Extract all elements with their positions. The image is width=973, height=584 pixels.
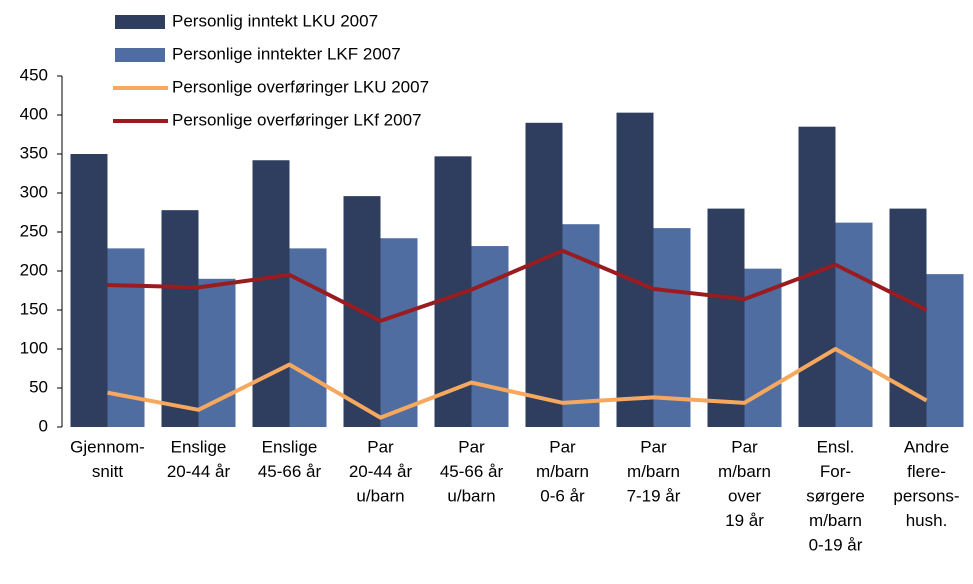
x-tick-label: 0-19 år (809, 535, 863, 554)
x-tick-label: 45-66 år (258, 462, 322, 481)
x-tick-label: persons- (893, 486, 959, 505)
y-tick-label: 300 (20, 182, 48, 201)
x-tick-label: m/barn (718, 462, 771, 481)
legend-label: Personlige overføringer LKf 2007 (172, 110, 421, 129)
x-tick-label: Par (549, 437, 576, 456)
y-tick-label: 0 (39, 416, 48, 435)
bar (471, 246, 509, 427)
x-tick-label: 20-44 år (349, 462, 413, 481)
x-tick-label: u/barn (356, 486, 404, 505)
x-tick-label: m/barn (809, 511, 862, 530)
x-tick-label: Par (731, 437, 758, 456)
bar (198, 278, 236, 427)
bar (380, 238, 418, 427)
y-tick-label: 400 (20, 104, 48, 123)
bar (70, 154, 108, 427)
y-tick-label: 250 (20, 221, 48, 240)
bar (707, 208, 745, 427)
y-tick-label: 450 (20, 65, 48, 84)
bar (252, 160, 290, 428)
line (107, 347, 928, 420)
bar (289, 248, 327, 427)
y-tick-label: 350 (20, 143, 48, 162)
x-tick-label: snitt (92, 462, 123, 481)
bar (616, 112, 654, 427)
x-tick-label: Enslige (171, 437, 227, 456)
y-tick-label: 100 (20, 338, 48, 357)
x-tick-label: Ensl. (817, 437, 855, 456)
legend-label: Personlige inntekter LKF 2007 (172, 44, 401, 63)
bar (889, 208, 927, 427)
bar (835, 222, 873, 427)
x-tick-label: 20-44 år (167, 462, 231, 481)
x-tick-label: 45-66 år (440, 462, 504, 481)
x-tick-label: Par (640, 437, 667, 456)
line (107, 248, 928, 323)
x-tick-label: For- (820, 462, 851, 481)
x-tick-label: sørgere (806, 486, 865, 505)
legend-swatch (115, 48, 165, 62)
x-tick-label: Par (458, 437, 485, 456)
x-tick-label: Andre (904, 437, 949, 456)
legend-label: Personlige overføringer LKU 2007 (172, 77, 429, 96)
x-tick-label: Enslige (262, 437, 318, 456)
y-tick-label: 200 (20, 260, 48, 279)
x-tick-label: 19 år (725, 511, 764, 530)
bar (926, 274, 964, 427)
bar (653, 228, 691, 427)
legend-box (105, 4, 500, 136)
x-tick-label: Gjennom- (70, 437, 145, 456)
x-tick-label: 7-19 år (627, 486, 681, 505)
legend-swatch (115, 15, 165, 29)
x-tick-label: over (728, 486, 761, 505)
legend-label: Personlig inntekt LKU 2007 (172, 11, 378, 30)
y-tick-label: 150 (20, 299, 48, 318)
bar (161, 210, 199, 427)
x-tick-label: u/barn (447, 486, 495, 505)
x-tick-label: Par (367, 437, 394, 456)
y-tick-label: 50 (29, 377, 48, 396)
x-tick-label: flere- (907, 462, 946, 481)
x-tick-label: hush. (906, 511, 948, 530)
x-tick-label: 0-6 år (540, 486, 585, 505)
bar (525, 122, 563, 428)
x-tick-label: m/barn (536, 462, 589, 481)
x-tick-label: m/barn (627, 462, 680, 481)
